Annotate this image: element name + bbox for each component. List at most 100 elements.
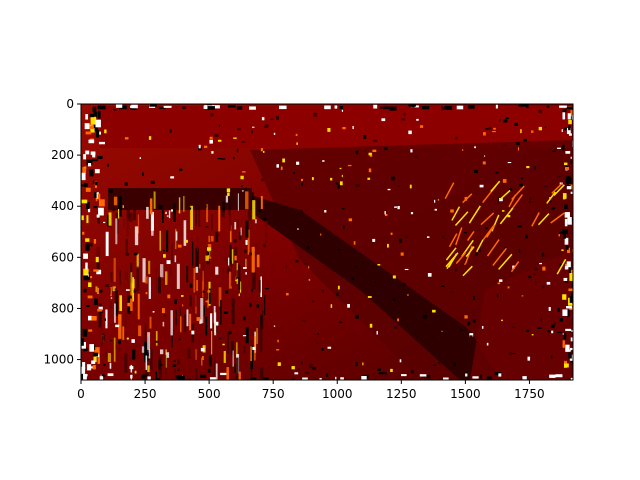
y-tick-label: 800 — [51, 301, 74, 315]
noise-speck — [115, 324, 120, 328]
noise-streak — [237, 371, 241, 380]
noise-streak — [260, 314, 263, 330]
noise-speck — [552, 150, 557, 152]
edge-noise — [571, 283, 573, 290]
noise-streak — [220, 299, 222, 325]
noise-speck — [155, 340, 159, 343]
edge-noise — [294, 372, 299, 375]
edge-noise — [92, 365, 96, 370]
noise-speck — [251, 130, 253, 134]
noise-streak — [230, 341, 234, 356]
edge-noise — [570, 337, 573, 342]
noise-streak — [130, 364, 133, 380]
noise-streak — [130, 298, 133, 312]
noise-speck — [173, 359, 176, 362]
edge-noise — [408, 104, 416, 107]
edge-noise — [559, 105, 567, 108]
noise-speck — [227, 192, 230, 197]
noise-speck — [401, 118, 406, 121]
edge-noise — [93, 192, 100, 198]
noise-speck — [237, 292, 239, 294]
edge-noise — [89, 113, 95, 118]
noise-speck — [189, 207, 192, 210]
edge-noise — [566, 261, 571, 268]
noise-speck — [122, 205, 124, 209]
noise-speck — [428, 321, 432, 324]
noise-speck — [410, 212, 414, 215]
noise-speck — [437, 199, 440, 201]
noise-streak — [215, 231, 218, 242]
noise-diagonal — [486, 224, 496, 238]
noise-speck — [249, 252, 253, 256]
noise-streak — [102, 336, 104, 344]
noise-speck — [559, 318, 564, 322]
noise-speck — [464, 315, 468, 319]
noise-speck — [464, 263, 466, 266]
edge-noise — [211, 105, 220, 109]
noise-streak — [113, 196, 118, 206]
noise-streak — [245, 327, 249, 344]
noise-speck — [330, 304, 333, 308]
noise-speck — [89, 366, 94, 369]
noise-speck — [317, 333, 319, 335]
edge-noise — [86, 364, 92, 371]
noise-speck — [242, 190, 244, 192]
noise-speck — [105, 284, 109, 287]
noise-speck — [252, 346, 256, 350]
edge-noise — [570, 216, 573, 221]
noise-diagonal — [444, 182, 455, 200]
x-tick-label: 750 — [262, 387, 285, 401]
noise-streak — [227, 332, 230, 354]
noise-streak — [252, 271, 256, 290]
edge-noise — [119, 105, 127, 110]
noise-streak — [165, 354, 167, 375]
noise-speck — [564, 127, 568, 131]
noise-speck — [379, 106, 384, 109]
noise-streak — [136, 266, 140, 292]
noise-streak — [238, 264, 241, 290]
noise-speck — [233, 156, 235, 160]
edge-noise — [564, 204, 568, 210]
noise-streak — [201, 357, 203, 366]
noise-speck — [218, 337, 222, 340]
noise-speck — [182, 304, 184, 307]
noise-speck — [374, 280, 377, 283]
noise-speck — [394, 206, 397, 208]
edge-noise — [564, 218, 568, 227]
edge-noise — [175, 375, 182, 379]
noise-speck — [441, 285, 445, 287]
noise-speck — [474, 169, 479, 174]
noise-speck — [313, 112, 317, 117]
edge-noise — [570, 191, 573, 194]
noise-streak — [240, 227, 242, 236]
noise-diagonal — [498, 253, 513, 270]
noise-streak — [129, 212, 133, 222]
noise-diagonal — [451, 206, 461, 221]
noise-speck — [296, 142, 298, 145]
noise-streak — [233, 333, 236, 341]
noise-speck — [516, 142, 520, 146]
edge-noise — [86, 242, 90, 247]
noise-speck — [152, 311, 155, 313]
noise-streak — [260, 276, 262, 298]
noise-speck — [301, 182, 303, 186]
noise-speck — [559, 231, 563, 234]
noise-speck — [88, 329, 93, 332]
noise-speck — [158, 205, 163, 209]
noise-speck — [178, 188, 182, 190]
noise-speck — [348, 218, 353, 222]
edge-noise — [98, 199, 105, 207]
noise-speck — [104, 318, 107, 321]
noise-speck — [514, 122, 519, 126]
noise-speck — [528, 275, 532, 279]
edge-noise — [570, 377, 573, 380]
edge-noise — [566, 186, 572, 190]
noise-streak — [195, 266, 199, 273]
x-tick-label: 1500 — [450, 387, 481, 401]
noise-diagonal — [510, 261, 520, 273]
noise-speck — [320, 233, 322, 236]
noise-streak — [238, 231, 242, 240]
noise-speck — [233, 238, 237, 243]
edge-noise — [93, 298, 98, 305]
noise-speck — [507, 286, 510, 289]
